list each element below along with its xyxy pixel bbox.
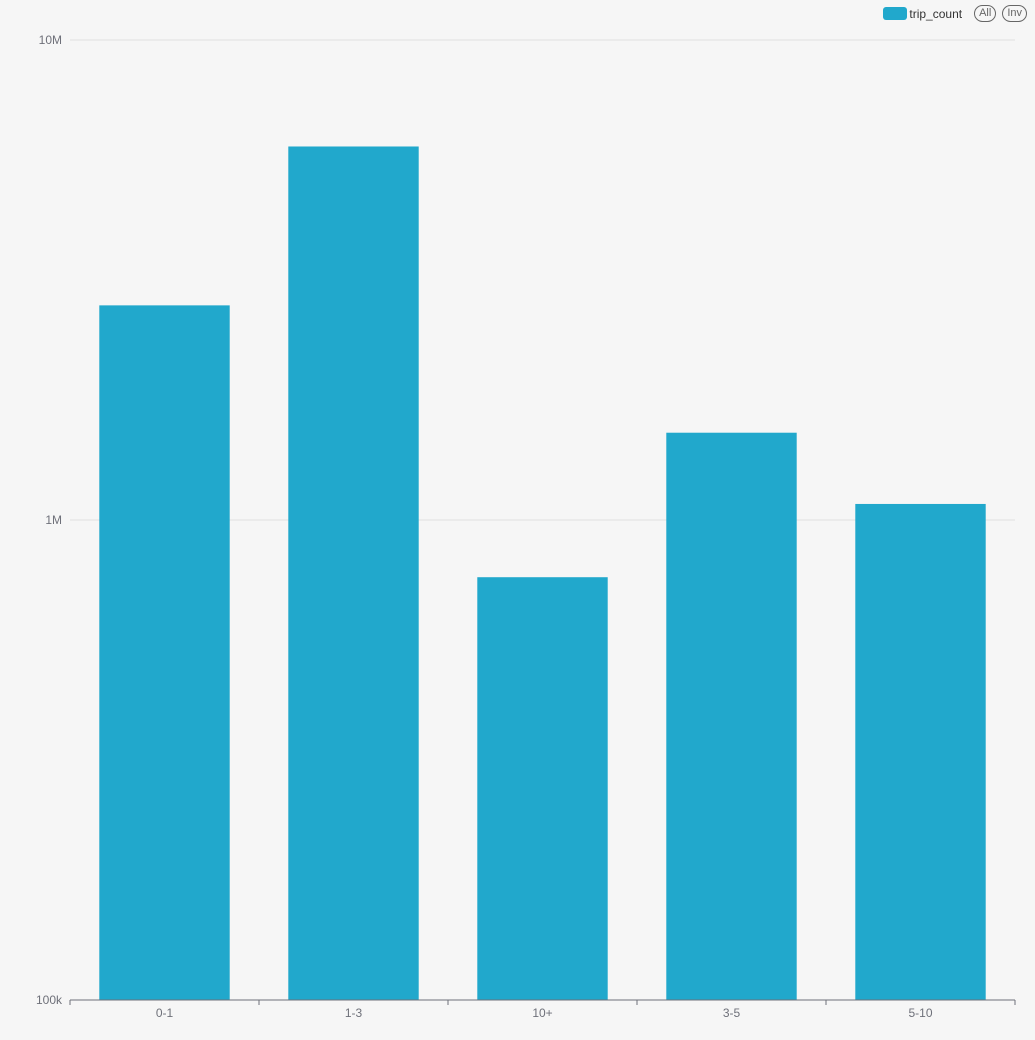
- x-tick-label: 5-10: [908, 1006, 932, 1020]
- bars: [99, 146, 986, 1000]
- axes: 100k 1M 10M 0-1 1-3 10+ 3-5 5-10: [36, 33, 1016, 1020]
- bar-1-3[interactable]: [288, 146, 419, 1000]
- legend-swatch: [883, 7, 908, 20]
- x-tick-label: 1-3: [345, 1006, 363, 1020]
- legend-item-trip-count[interactable]: trip_count: [883, 7, 962, 21]
- inverse-selection-button[interactable]: Inv: [1002, 5, 1027, 22]
- y-tick-label: 1M: [45, 513, 62, 527]
- y-tick-label: 100k: [36, 993, 63, 1007]
- legend-label: trip_count: [909, 6, 963, 21]
- bar-0-1[interactable]: [99, 305, 230, 1000]
- x-tick-label: 3-5: [723, 1006, 741, 1020]
- x-tick-label: 10+: [532, 1006, 552, 1020]
- bar-3-5[interactable]: [666, 432, 797, 1000]
- y-tick-label: 10M: [39, 33, 62, 47]
- select-all-button[interactable]: All: [974, 5, 997, 22]
- legend: trip_count All Inv: [883, 5, 1027, 22]
- bar-10+[interactable]: [477, 577, 608, 1000]
- x-tick-label: 0-1: [156, 1006, 174, 1020]
- bar-5-10[interactable]: [855, 503, 986, 1000]
